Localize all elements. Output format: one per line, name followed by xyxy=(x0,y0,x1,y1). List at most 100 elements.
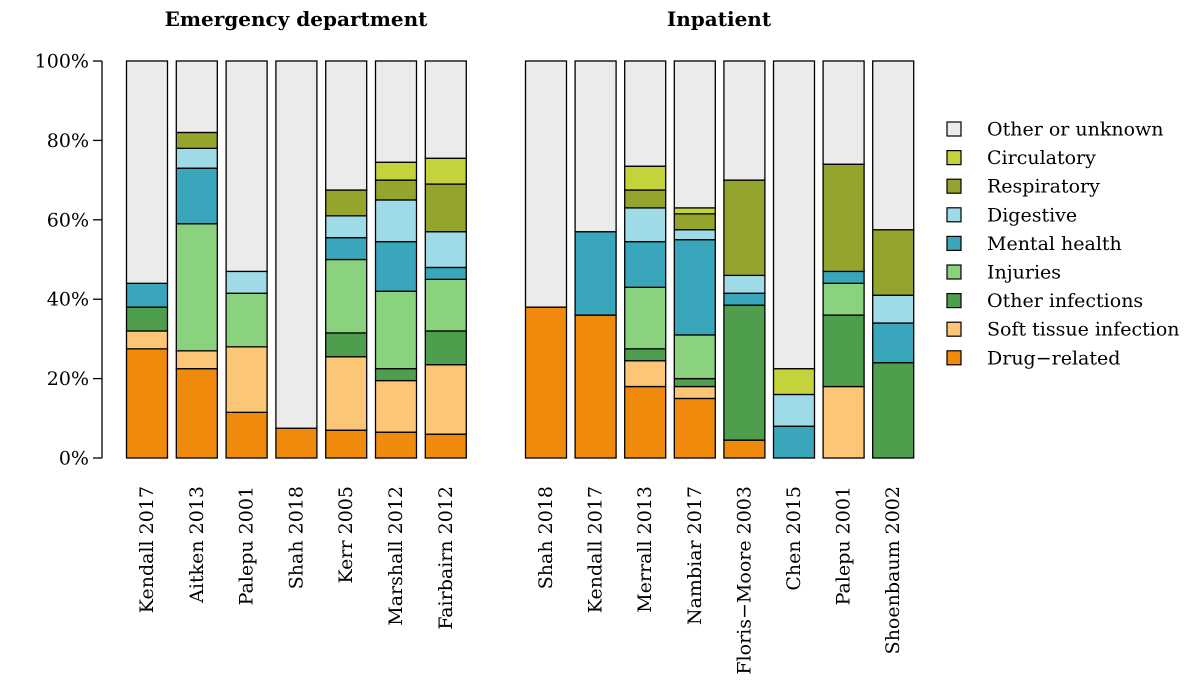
bar-segment-drug-related xyxy=(574,314,617,459)
bar-segment-circulatory xyxy=(624,165,667,191)
legend-item-injuries: Injuries xyxy=(946,262,1061,284)
bar-segment-injuries xyxy=(822,282,865,316)
y-tick-label: 80% xyxy=(47,130,89,152)
category-label: Shoenbaum 2002 xyxy=(882,486,904,654)
bar-segment-digestive xyxy=(424,231,467,269)
category-label: Floris−Moore 2003 xyxy=(733,486,755,675)
bar-segment-mental-health xyxy=(374,240,418,292)
legend-item-digestive: Digestive xyxy=(946,204,1077,226)
bar-nambiar-2017 xyxy=(673,60,716,459)
bar-segment-drug-related xyxy=(175,368,218,459)
legend-label: Other infections xyxy=(987,290,1143,312)
bar-segment-mental-health xyxy=(624,240,667,288)
bar-segment-respiratory xyxy=(624,189,667,209)
bar-segment-other-infections xyxy=(325,332,368,358)
bar-segment-drug-related xyxy=(624,385,667,459)
bar-segment-injuries xyxy=(325,258,368,334)
y-tick-label: 20% xyxy=(47,368,89,390)
bar-segment-other-or-unknown xyxy=(125,60,169,284)
bar-segment-digestive xyxy=(624,207,667,243)
category-label: Merrall 2013 xyxy=(634,486,656,613)
bar-segment-respiratory xyxy=(673,213,716,231)
bar-segment-mental-health xyxy=(175,167,218,225)
bar-segment-respiratory xyxy=(822,163,865,273)
category-label: Kendall 2017 xyxy=(585,486,607,613)
legend-item-other-infections: Other infections xyxy=(946,290,1143,312)
bar-segment-other-infections xyxy=(374,368,418,382)
bar-segment-soft-tissue-infection xyxy=(822,385,865,459)
bar-shah-2018 xyxy=(275,60,318,459)
y-axis: 0% 20% 40% 60% 80% 100% xyxy=(35,51,103,470)
bar-segment-soft-tissue-infection xyxy=(225,346,268,413)
bar-segment-respiratory xyxy=(175,131,218,149)
bar-merrall-2013 xyxy=(624,60,667,459)
bar-segment-digestive xyxy=(325,215,368,239)
bar-segment-digestive xyxy=(673,229,716,241)
bar-aitken-2013 xyxy=(175,60,218,459)
bar-segment-soft-tissue-infection xyxy=(175,350,218,370)
bar-segment-circulatory xyxy=(374,161,418,181)
legend-swatch xyxy=(946,178,962,194)
bar-segment-mental-health xyxy=(325,237,368,261)
bar-shah-2018 xyxy=(524,60,568,459)
y-tick-label: 60% xyxy=(47,209,89,231)
bar-fairbairn-2012 xyxy=(424,60,467,459)
legend-item-drug-related: Drug−related xyxy=(946,347,1120,369)
bar-segment-injuries xyxy=(424,278,467,332)
legend-swatch xyxy=(946,235,962,251)
bar-segment-other-or-unknown xyxy=(624,60,667,167)
legend-item-respiratory: Respiratory xyxy=(946,176,1100,198)
bar-segment-digestive xyxy=(374,199,418,243)
legend: Other or unknown Circulatory Respiratory Di… xyxy=(946,119,1180,369)
bar-segment-drug-related xyxy=(424,433,467,459)
bar-segment-injuries xyxy=(175,223,218,352)
bar-segment-other-or-unknown xyxy=(872,60,915,231)
legend-label: Drug−related xyxy=(987,347,1120,369)
category-label: Palepu 2001 xyxy=(236,486,258,605)
bar-segment-mental-health xyxy=(125,282,169,308)
category-label: Chen 2015 xyxy=(783,486,805,591)
category-label: Kendall 2017 xyxy=(136,486,158,613)
y-tick-label: 40% xyxy=(47,289,89,311)
bar-segment-other-or-unknown xyxy=(325,60,368,191)
legend-swatch xyxy=(946,264,962,280)
bar-segment-digestive xyxy=(772,393,816,427)
bar-segment-soft-tissue-infection xyxy=(624,360,667,388)
bar-segment-other-infections xyxy=(723,304,766,441)
bar-segment-other-or-unknown xyxy=(275,60,318,429)
legend-swatch xyxy=(946,121,962,137)
bar-segment-mental-health xyxy=(574,231,617,316)
legend-item-other-or-unknown: Other or unknown xyxy=(946,119,1164,141)
bar-segment-soft-tissue-infection xyxy=(374,379,418,433)
bar-segment-mental-health xyxy=(424,266,467,281)
y-tick-label: 0% xyxy=(59,448,89,470)
y-tick-label: 100% xyxy=(35,51,89,73)
bar-segment-digestive xyxy=(723,274,766,294)
bar-chen-2015 xyxy=(772,60,816,459)
category-label: Aitken 2013 xyxy=(186,486,208,604)
panel-title: Emergency department xyxy=(165,7,429,31)
legend-label: Injuries xyxy=(987,262,1061,284)
legend-label: Mental health xyxy=(987,233,1122,255)
legend-item-soft-tissue-infection: Soft tissue infection xyxy=(946,319,1180,341)
bar-segment-injuries xyxy=(624,286,667,350)
bar-segment-respiratory xyxy=(872,229,915,296)
bar-segment-other-or-unknown xyxy=(574,60,617,233)
bar-kendall-2017 xyxy=(125,60,169,459)
bar-segment-other-infections xyxy=(872,362,915,459)
bar-palepu-2001 xyxy=(822,60,865,459)
legend-item-circulatory: Circulatory xyxy=(946,147,1096,169)
bar-segment-respiratory xyxy=(325,189,368,217)
bar-segment-soft-tissue-infection xyxy=(673,385,716,400)
bar-segment-drug-related xyxy=(524,306,568,459)
category-label: Nambiar 2017 xyxy=(684,486,706,625)
bar-segment-drug-related xyxy=(125,348,169,459)
legend-swatch xyxy=(946,150,962,166)
category-label: Kerr 2005 xyxy=(335,486,357,584)
bar-segment-other-or-unknown xyxy=(772,60,816,370)
legend-label: Respiratory xyxy=(987,176,1100,198)
bar-segment-digestive xyxy=(175,147,218,169)
bar-segment-other-or-unknown xyxy=(822,60,865,165)
bar-floris-moore-2003 xyxy=(723,60,766,459)
